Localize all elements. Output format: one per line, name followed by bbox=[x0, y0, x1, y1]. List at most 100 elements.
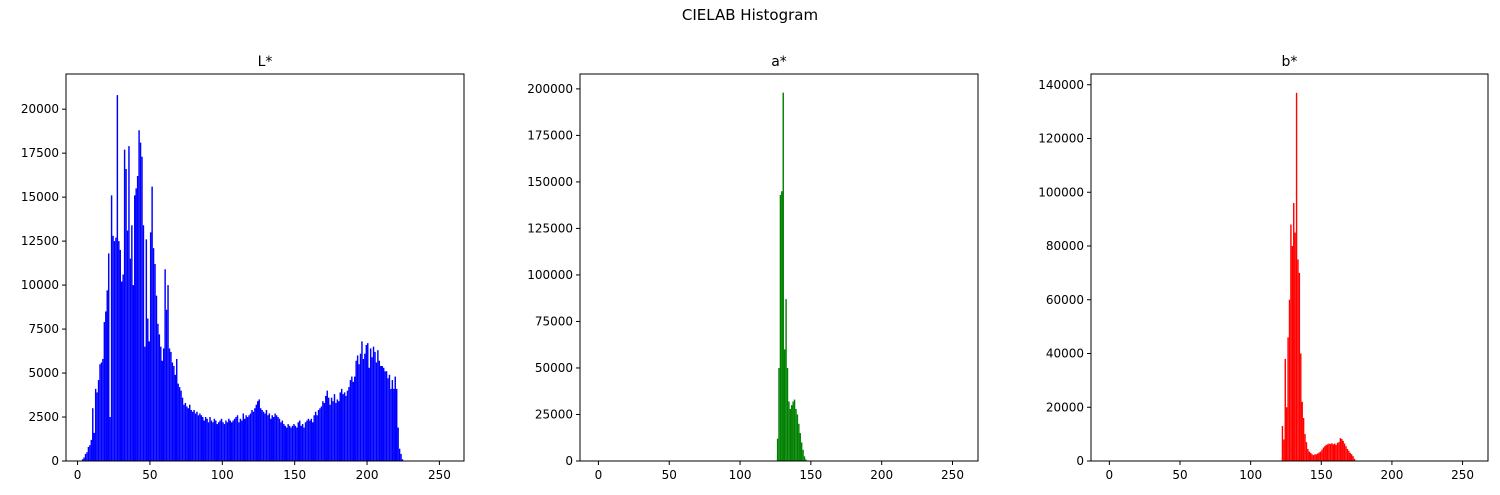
histogram-bar bbox=[278, 418, 281, 461]
histogram-bar bbox=[135, 188, 137, 461]
histogram-bar bbox=[249, 413, 252, 461]
histogram-bars bbox=[775, 92, 810, 462]
x-tick-label: 200 bbox=[1380, 468, 1403, 482]
x-tick-label: 0 bbox=[74, 468, 82, 482]
histogram-bar bbox=[390, 388, 392, 461]
histogram-bar bbox=[210, 420, 213, 461]
histogram-bar bbox=[310, 418, 313, 461]
histogram-bar bbox=[782, 92, 784, 462]
histogram-bar bbox=[372, 346, 375, 461]
histogram-bar bbox=[152, 248, 155, 461]
histogram-bar bbox=[204, 417, 207, 461]
histogram-bar bbox=[802, 449, 804, 461]
histogram-bar bbox=[374, 351, 376, 461]
histogram-bar bbox=[128, 146, 130, 461]
y-tick-label: 10000 bbox=[21, 278, 59, 292]
histogram-bar bbox=[209, 417, 211, 461]
histogram-bar bbox=[380, 366, 382, 461]
histogram-bar bbox=[106, 290, 108, 461]
histogram-bar bbox=[1328, 443, 1330, 461]
histogram-bar bbox=[309, 420, 311, 461]
histogram-bar bbox=[368, 367, 370, 461]
histogram-bar bbox=[118, 241, 120, 461]
histogram-bar bbox=[349, 380, 352, 461]
histogram-bars bbox=[81, 95, 404, 462]
histogram-bar bbox=[178, 387, 181, 461]
histogram-bar bbox=[1298, 272, 1301, 462]
histogram-bar bbox=[194, 413, 197, 461]
histogram-bar bbox=[781, 191, 783, 461]
histogram-bar bbox=[246, 417, 249, 461]
histogram-bar bbox=[300, 425, 302, 461]
histogram-bar bbox=[1348, 450, 1350, 461]
histogram-bar bbox=[126, 230, 129, 461]
histogram-bar bbox=[115, 237, 117, 461]
histogram-bar bbox=[200, 415, 203, 461]
histogram-bar bbox=[103, 322, 106, 461]
histogram-bar bbox=[285, 427, 288, 461]
histogram-bar bbox=[148, 341, 150, 461]
histogram-bar bbox=[378, 360, 381, 461]
histogram-bar bbox=[1326, 444, 1329, 461]
y-tick-label: 175000 bbox=[527, 128, 573, 142]
histogram-bar bbox=[217, 422, 220, 461]
histogram-bar bbox=[261, 409, 263, 461]
y-tick-label: 12500 bbox=[21, 234, 59, 248]
histogram-bar bbox=[89, 445, 91, 461]
histogram-bar bbox=[381, 366, 383, 461]
histogram-bar bbox=[335, 402, 337, 461]
histogram-bar bbox=[155, 295, 158, 461]
histogram-bar bbox=[215, 420, 217, 461]
histogram-bar bbox=[320, 406, 323, 461]
histogram-bar bbox=[1294, 232, 1296, 461]
histogram-bar bbox=[1321, 449, 1323, 461]
histogram-bar bbox=[242, 413, 245, 461]
histogram-bar bbox=[1302, 418, 1305, 461]
histogram-bar bbox=[233, 418, 236, 461]
histogram-bar bbox=[301, 424, 304, 461]
y-tick-label: 25000 bbox=[535, 407, 573, 421]
x-tick-label: 150 bbox=[799, 468, 822, 482]
histogram-bar bbox=[170, 351, 172, 461]
histogram-bar bbox=[359, 353, 362, 461]
histogram-bar bbox=[785, 299, 787, 461]
histogram-bar bbox=[94, 388, 97, 461]
histogram-bar bbox=[369, 348, 372, 461]
y-tick-label: 0 bbox=[565, 454, 573, 468]
histogram-bar bbox=[287, 424, 289, 461]
figure-title: CIELAB Histogram bbox=[681, 6, 819, 24]
panel-title: a* bbox=[771, 54, 787, 70]
histogram-bar bbox=[1309, 452, 1312, 461]
histogram-bar bbox=[1314, 454, 1316, 461]
histogram-bar bbox=[283, 424, 285, 461]
panel-title: b* bbox=[1282, 54, 1298, 70]
histogram-bar bbox=[92, 408, 94, 461]
histogram-bar bbox=[222, 422, 224, 461]
histogram-bar bbox=[377, 350, 379, 461]
y-tick-label: 0 bbox=[1076, 454, 1084, 468]
histogram-bar bbox=[788, 401, 790, 461]
histogram-bar bbox=[307, 418, 310, 461]
histogram-bar bbox=[1322, 447, 1325, 461]
histogram-bar bbox=[1304, 434, 1306, 462]
histogram-bar bbox=[160, 346, 162, 461]
histogram-bar bbox=[395, 388, 398, 461]
histogram-bar bbox=[270, 418, 272, 461]
histogram-bar bbox=[382, 367, 385, 461]
chart-panel-2: 0 50 100 150 200 250 0 25000 50000 75000 100000 125… bbox=[527, 54, 979, 482]
histogram-bar bbox=[387, 378, 389, 461]
histogram-bar bbox=[97, 380, 100, 461]
y-tick-label: 15000 bbox=[21, 190, 59, 204]
histogram-bar bbox=[145, 239, 148, 461]
histogram-bar bbox=[1334, 443, 1336, 461]
histogram-bar bbox=[332, 401, 334, 461]
y-tick-label: 150000 bbox=[527, 175, 573, 189]
histogram-bar bbox=[147, 318, 149, 461]
histogram-bar bbox=[223, 424, 226, 461]
histogram-bars bbox=[1281, 92, 1357, 462]
histogram-bar bbox=[275, 415, 278, 461]
histogram-bar bbox=[803, 456, 806, 461]
histogram-bar bbox=[173, 366, 175, 461]
x-tick-label: 100 bbox=[729, 468, 752, 482]
histogram-bar bbox=[1317, 453, 1319, 461]
